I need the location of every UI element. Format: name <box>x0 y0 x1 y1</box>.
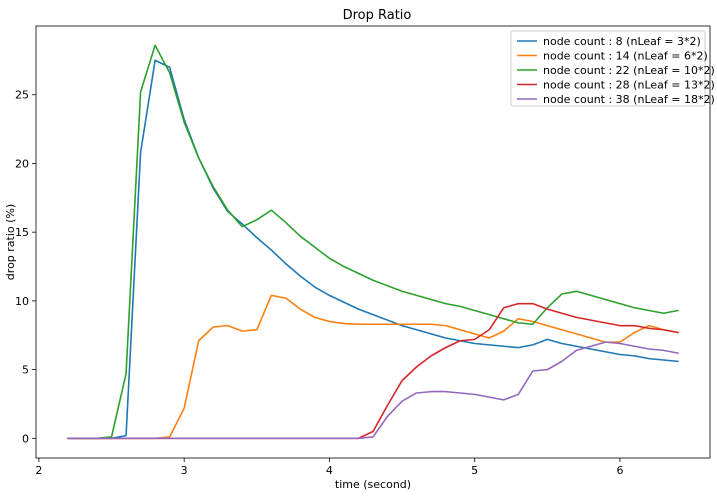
y-tick-label: 20 <box>15 157 29 170</box>
x-axis-ticks: 2 3 4 5 6 <box>35 458 623 477</box>
chart-title: Drop Ratio <box>343 8 412 23</box>
legend: node count : 8 (nLeaf = 3*2) node count :… <box>510 30 715 107</box>
x-tick-label: 6 <box>616 464 623 477</box>
x-tick-label: 4 <box>326 464 333 477</box>
legend-label-2: node count : 14 (nLeaf = 6*2) <box>543 50 708 63</box>
legend-label-4: node count : 28 (nLeaf = 13*2) <box>543 79 715 92</box>
x-tick-label: 3 <box>181 464 188 477</box>
y-axis-label: drop ratio (%) <box>4 204 17 280</box>
y-tick-label: 0 <box>22 432 29 445</box>
x-tick-label: 5 <box>471 464 478 477</box>
x-tick-label: 2 <box>35 464 42 477</box>
legend-items: node count : 8 (nLeaf = 3*2) node count :… <box>517 35 715 106</box>
plot-area <box>35 25 711 459</box>
x-axis-label: time (second) <box>335 478 411 491</box>
series-line-5 <box>67 341 679 440</box>
legend-label-5: node count : 38 (nLeaf = 18*2) <box>543 93 715 106</box>
series-line-1 <box>67 59 679 440</box>
legend-label-3: node count : 22 (nLeaf = 10*2) <box>543 64 715 77</box>
plot-frame <box>35 25 711 459</box>
y-tick-label: 25 <box>15 89 29 102</box>
y-tick-label: 15 <box>15 226 29 239</box>
legend-box <box>510 30 706 107</box>
series-layer <box>67 44 679 440</box>
legend-label-1: node count : 8 (nLeaf = 3*2) <box>543 35 701 48</box>
series-line-3 <box>67 44 679 440</box>
y-tick-label: 10 <box>15 295 29 308</box>
y-axis-ticks: 0 5 10 15 20 25 <box>15 89 36 445</box>
y-tick-label: 5 <box>22 364 29 377</box>
series-line-2 <box>67 294 679 440</box>
